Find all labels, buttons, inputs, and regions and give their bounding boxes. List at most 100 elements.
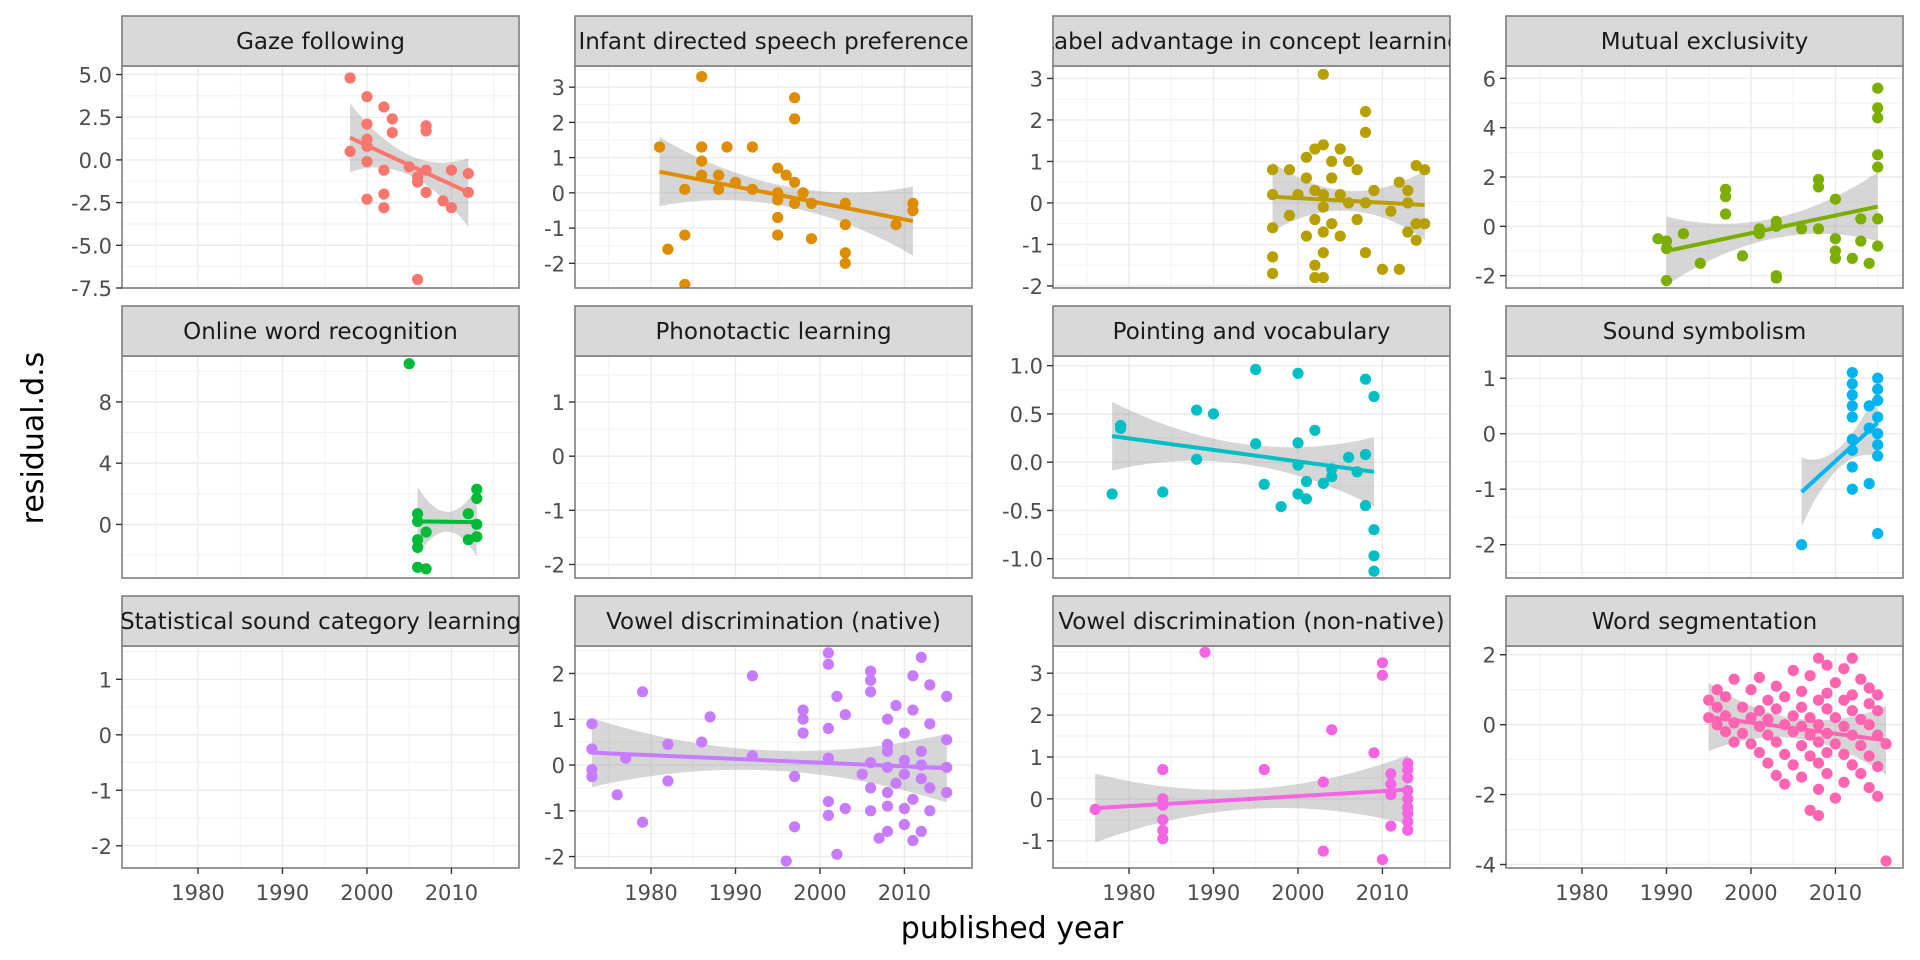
strip-background [1505,305,1904,357]
data-point [1376,263,1388,275]
y-tick-label: 6 [1483,67,1496,91]
regression-line [1800,421,1880,494]
data-point [1199,646,1211,658]
x-tick-label: 1990 [1640,881,1693,905]
panel-data-layer [403,358,483,575]
data-point [1762,713,1774,726]
data-point [420,125,432,137]
x-tick-label: 1990 [709,881,762,905]
data-point [1838,720,1850,733]
facet-panel: Vowel discrimination (non-native) 3 2 1 0 -1 1… [1022,595,1451,905]
facet-strip: Mutual exclusivity [1505,15,1904,67]
data-point [839,247,851,259]
y-tick-label: -2 [1475,784,1496,808]
y-tick-label: 2 [1030,704,1043,728]
data-point [1812,694,1825,706]
y-tick-label: -2 [544,553,565,577]
y-tick-label: -2 [91,835,112,859]
data-point [907,834,919,847]
data-point [1872,411,1884,423]
regression-line [1111,434,1375,474]
data-point [696,155,708,167]
data-point [805,233,818,245]
data-point [1812,736,1825,748]
facet-strip: Phonotactic learning [574,305,973,357]
y-tick-label: 4 [1483,117,1496,141]
data-point [1317,226,1329,238]
x-tick-label: 1980 [1555,881,1608,905]
data-point [1821,659,1833,671]
data-point [1317,776,1329,788]
data-point [898,802,911,815]
data-point [1711,701,1723,713]
regression-line [1272,194,1425,208]
data-point [1829,193,1841,205]
data-point [941,761,953,773]
data-point [898,727,911,739]
data-point [881,800,894,812]
data-point [1812,223,1825,235]
data-point [1326,155,1338,167]
data-point [1779,691,1791,703]
regression-line [659,169,914,224]
data-point [1829,677,1841,689]
data-point [1846,252,1858,264]
data-point [941,786,953,799]
data-point [1838,748,1850,761]
x-tick-label: 1990 [256,881,309,905]
data-point [1694,257,1706,269]
data-point [1157,764,1169,776]
data-point [831,690,843,703]
facet-title: Mutual exclusivity [1601,29,1808,55]
x-tick-label: 2010 [1809,881,1862,905]
data-point [445,202,457,214]
data-point [1863,750,1875,762]
facet-strip: Infant directed speech preference [574,15,973,67]
data-point [1402,793,1414,805]
data-point [789,92,801,104]
y-tick-label: 0 [1483,423,1496,447]
data-point [915,825,927,838]
data-point [890,777,902,789]
data-point [662,738,674,751]
data-point [1410,160,1422,172]
facet-strip: Sound symbolism [1505,305,1904,357]
data-point [679,183,691,195]
y-tick-label: 0.0 [1010,451,1043,475]
y-tick-label: -2 [544,846,565,870]
y-tick-label: 0 [99,513,112,537]
data-point [1376,854,1388,866]
data-point [898,754,911,767]
data-point [1300,172,1312,184]
data-point [772,211,784,224]
data-point [1728,673,1740,685]
data-point [1796,685,1808,698]
facet-panel: Phonotactic learning 1 0 -1 -2 [544,305,973,579]
y-tick-label: 0 [1030,788,1043,812]
data-point [1846,378,1858,390]
data-point [1804,712,1816,724]
y-tick-label: 0 [99,724,112,748]
data-point [1711,684,1723,696]
data-point [1207,408,1220,420]
data-point [1753,705,1765,717]
data-point [924,718,936,730]
data-point [1846,389,1858,401]
data-point [1821,768,1833,780]
panel-background [122,66,519,288]
regression-line [1708,714,1887,743]
data-point [1334,143,1346,155]
data-point [1812,652,1825,664]
data-point [1796,771,1808,783]
strip-background [574,305,973,357]
data-point [1359,106,1372,118]
data-point [1872,372,1884,384]
data-point [1720,691,1732,703]
data-point [1829,233,1841,245]
data-point [1660,275,1673,287]
panel-background [122,356,519,578]
data-point [1385,768,1397,780]
data-point [1376,669,1388,681]
facet-panel: Online word recognition 8 4 0 [99,305,520,579]
data-point [1292,437,1304,449]
